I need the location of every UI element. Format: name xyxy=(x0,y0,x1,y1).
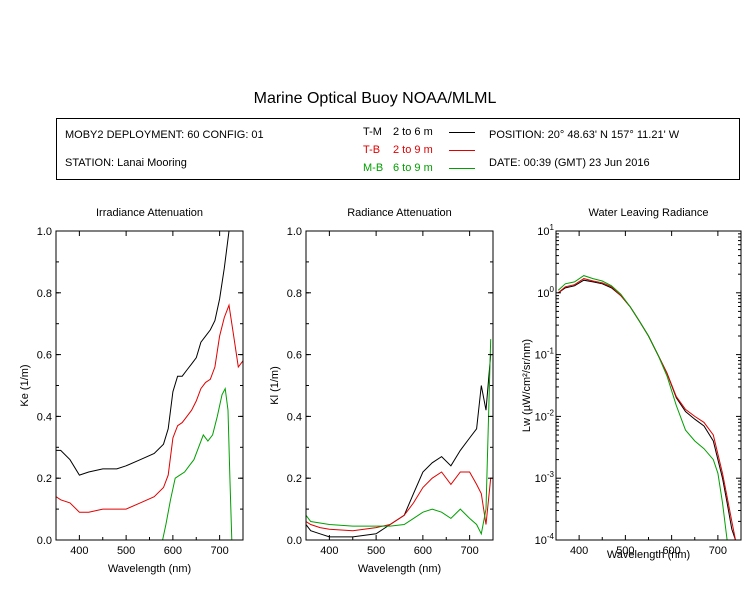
chart-title: Radiance Attenuation xyxy=(347,207,452,219)
chart-title: Irradiance Attenuation xyxy=(96,207,203,219)
plot-frame xyxy=(55,230,244,541)
x-tick-label: 500 xyxy=(117,545,135,557)
series-line-m-b xyxy=(162,386,233,540)
y-tick-label: 100 xyxy=(537,285,554,300)
y-tick-label: 0.8 xyxy=(37,288,52,300)
legend-line-tb xyxy=(449,150,475,151)
y-axis-label: Kl (1/m) xyxy=(269,366,281,405)
x-tick-label: 400 xyxy=(570,545,588,557)
x-axis-label: Wavelength (nm) xyxy=(108,563,191,575)
series-line-t-m xyxy=(56,231,230,476)
x-tick-label: 600 xyxy=(164,545,182,557)
series-line-t-b xyxy=(557,278,736,540)
y-axis-label: Ke (1/m) xyxy=(19,364,31,406)
plot-frame xyxy=(555,230,742,541)
station-text: STATION: Lanai Mooring xyxy=(65,157,187,169)
series-line-m-b xyxy=(306,339,492,536)
series-line-t-b xyxy=(306,471,492,532)
date-text: DATE: 00:39 (GMT) 23 Jun 2016 xyxy=(489,157,650,169)
y-tick-label: 10-3 xyxy=(535,470,555,485)
y-tick-label: 10-2 xyxy=(535,408,555,423)
legend-key-tm: T-M xyxy=(363,126,382,138)
series-line-t-b xyxy=(56,303,243,513)
y-tick-label: 0.2 xyxy=(287,473,302,485)
y-tick-label: 0.0 xyxy=(287,535,302,547)
x-tick-label: 500 xyxy=(367,545,385,557)
y-tick-label: 0.6 xyxy=(287,350,302,362)
legend-range-mb: 6 to 9 m xyxy=(393,162,433,174)
x-axis-label: Wavelength (nm) xyxy=(607,549,690,561)
legend-line-mb xyxy=(449,168,475,169)
deployment-text: MOBY2 DEPLOYMENT: 60 CONFIG: 01 xyxy=(65,129,264,141)
series-line-t-m xyxy=(558,279,736,540)
x-tick-label: 700 xyxy=(709,545,727,557)
legend-range-tb: 2 to 9 m xyxy=(393,144,433,156)
x-tick-label: 500 xyxy=(616,545,634,557)
legend-range-tm: 2 to 6 m xyxy=(393,126,433,138)
y-tick-label: 0.4 xyxy=(37,411,52,423)
y-tick-label: 0.6 xyxy=(37,350,52,362)
x-axis-label: Wavelength (nm) xyxy=(358,563,441,575)
y-tick-label: 0.8 xyxy=(287,288,302,300)
y-tick-label: 10-4 xyxy=(535,532,555,547)
y-tick-label: 101 xyxy=(537,223,554,238)
series-line-m-b xyxy=(557,275,728,540)
x-tick-label: 600 xyxy=(662,545,680,557)
y-tick-label: 0.2 xyxy=(37,473,52,485)
chart-0: 400 500 600 700 0.0 0.2 0.4 0.6 0.8 1.0 Irradiance… xyxy=(19,207,244,575)
x-tick-label: 600 xyxy=(414,545,432,557)
position-text: POSITION: 20° 48.63' N 157° 11.21' W xyxy=(489,129,680,141)
x-tick-label: 700 xyxy=(460,545,478,557)
plot-frame xyxy=(305,230,494,541)
x-tick-label: 700 xyxy=(210,545,228,557)
legend-line-tm xyxy=(449,132,475,133)
x-tick-label: 400 xyxy=(70,545,88,557)
legend-key-tb: T-B xyxy=(363,144,381,156)
series-line-t-m xyxy=(306,354,492,538)
y-tick-label: 10-1 xyxy=(535,347,555,362)
chart-2: 400 500 600 700 10-4 10-3 10-2 10-1 100 101 Water … xyxy=(521,207,742,561)
y-tick-label: 1.0 xyxy=(37,226,52,238)
legend-key-mb: M-B xyxy=(363,162,384,174)
y-tick-label: 1.0 xyxy=(287,226,302,238)
page-title: Marine Optical Buoy NOAA/MLML xyxy=(253,90,497,107)
chart-title: Water Leaving Radiance xyxy=(588,207,708,219)
y-tick-label: 0.4 xyxy=(287,411,302,423)
info-box: MOBY2 DEPLOYMENT: 60 CONFIG: 01 STATION:… xyxy=(56,118,740,180)
y-axis-label: Lw (µW/cm²/sr/nm) xyxy=(521,339,533,432)
chart-1: 400 500 600 700 0.0 0.2 0.4 0.6 0.8 1.0 Radiance A… xyxy=(269,207,494,575)
y-tick-label: 0.0 xyxy=(37,535,52,547)
x-tick-label: 400 xyxy=(320,545,338,557)
